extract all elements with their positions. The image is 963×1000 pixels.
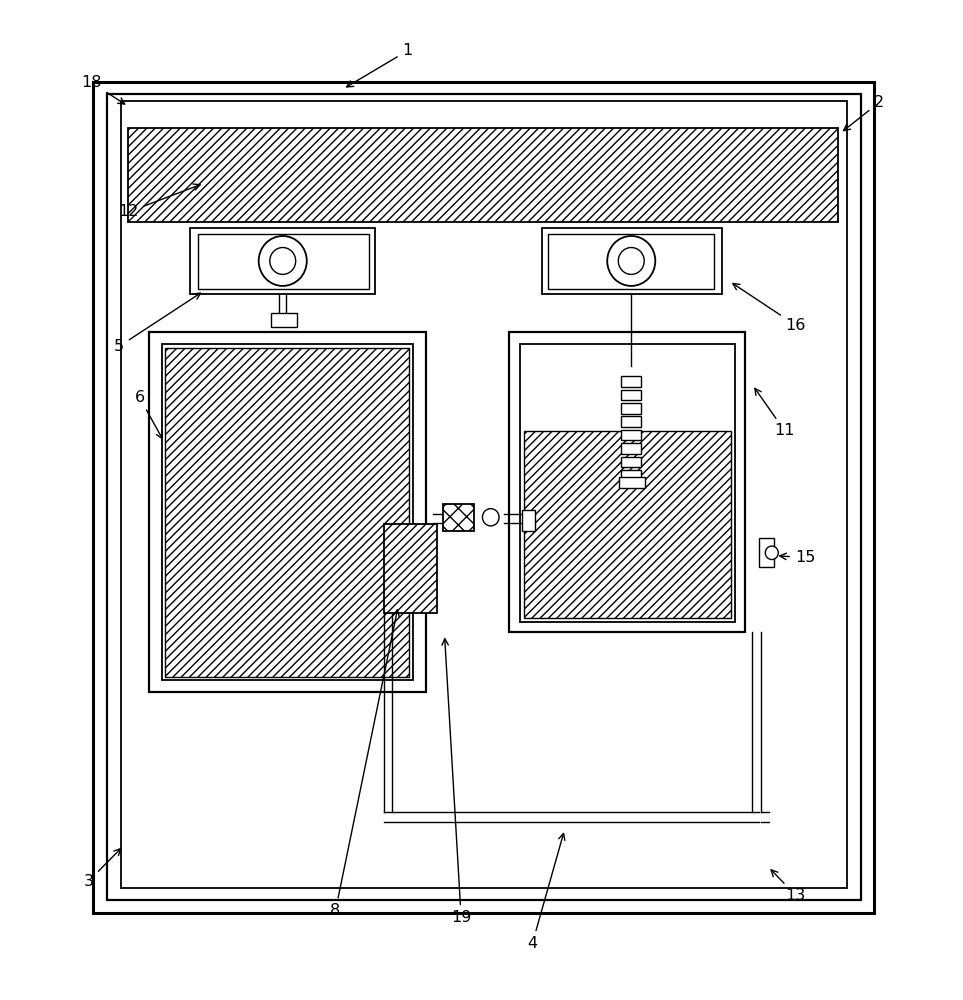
Bar <box>548 234 715 289</box>
Bar <box>520 344 735 622</box>
Circle shape <box>259 236 307 286</box>
Text: 19: 19 <box>442 639 471 925</box>
Text: 3: 3 <box>84 849 120 889</box>
Text: 5: 5 <box>114 293 200 354</box>
Bar <box>621 470 641 481</box>
Bar <box>621 443 641 454</box>
Bar <box>621 403 641 414</box>
Bar <box>166 348 409 677</box>
Bar <box>541 228 722 294</box>
Bar <box>509 332 745 632</box>
Text: 16: 16 <box>733 284 806 333</box>
Text: 11: 11 <box>755 388 795 438</box>
Bar <box>121 101 846 888</box>
Circle shape <box>270 248 296 274</box>
Bar <box>383 524 437 613</box>
Bar <box>759 538 773 567</box>
Text: 6: 6 <box>135 390 163 439</box>
Bar <box>522 510 535 531</box>
Bar <box>443 504 474 531</box>
Bar <box>271 313 297 327</box>
Text: 18: 18 <box>81 75 125 104</box>
Circle shape <box>482 509 499 526</box>
Text: 8: 8 <box>330 610 400 918</box>
Bar <box>621 390 641 400</box>
Bar <box>107 94 861 900</box>
Text: 4: 4 <box>528 833 565 951</box>
Text: 12: 12 <box>118 184 200 220</box>
Bar <box>128 128 839 222</box>
Bar <box>191 228 376 294</box>
Text: 15: 15 <box>780 550 816 565</box>
Bar <box>93 82 874 913</box>
Bar <box>621 416 641 427</box>
Bar <box>148 332 426 692</box>
Text: 13: 13 <box>771 870 806 903</box>
Bar <box>621 376 641 387</box>
Circle shape <box>618 248 644 274</box>
Bar <box>197 234 369 289</box>
Bar <box>619 477 645 488</box>
Bar <box>621 457 641 467</box>
Circle shape <box>608 236 655 286</box>
Bar <box>524 431 731 618</box>
Text: 2: 2 <box>844 95 884 131</box>
Bar <box>162 344 413 680</box>
Bar <box>621 430 641 440</box>
Text: 1: 1 <box>347 43 413 87</box>
Circle shape <box>766 546 778 560</box>
